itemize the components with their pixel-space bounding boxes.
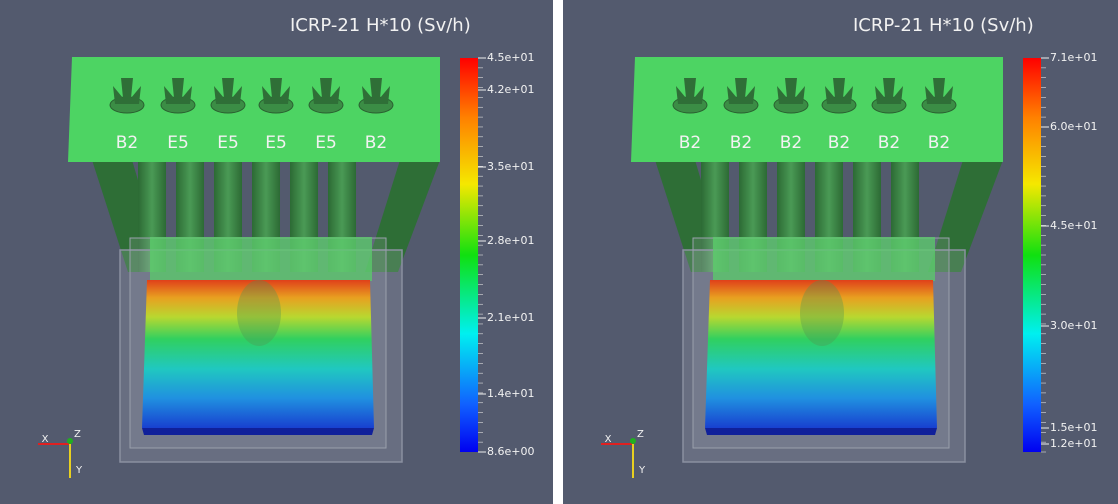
color-bar-label: 2.8e+01 <box>487 234 534 247</box>
slot-label: E5 <box>217 133 239 153</box>
color-bar-label: 1.2e+01 <box>1050 437 1097 450</box>
slot-label: B2 <box>116 133 138 153</box>
scalar-title: ICRP-21 H*10 (Sv/h) <box>290 15 471 36</box>
slot-label: E5 <box>167 133 189 153</box>
slot-label: E5 <box>315 133 337 153</box>
axis-y-label: Y <box>638 465 646 476</box>
color-bar-label: 2.1e+01 <box>487 311 534 324</box>
slab-bottom <box>142 428 374 435</box>
color-bar-label: 8.6e+00 <box>487 445 534 458</box>
axis-x-label: X <box>42 434 49 445</box>
slot-label: B2 <box>780 133 802 153</box>
axis-y-label: Y <box>75 465 83 476</box>
axis-z-label: Z <box>637 429 644 440</box>
color-bar <box>460 58 478 452</box>
scalar-title: ICRP-21 H*10 (Sv/h) <box>853 15 1034 36</box>
color-bar-label: 7.1e+01 <box>1050 51 1097 64</box>
slot-label: B2 <box>679 133 701 153</box>
color-bar-label: 4.5e+01 <box>487 51 534 64</box>
slot-label: B2 <box>928 133 950 153</box>
color-bar-label: 3.0e+01 <box>1050 319 1097 332</box>
color-bar-label: 6.0e+01 <box>1050 120 1097 133</box>
screenshot: B2 E5 E5 E5 E5 B2 ICRP-21 H*10 (Sv/h) 4.5e+01 4.… <box>0 0 1118 504</box>
slot-label: E5 <box>265 133 287 153</box>
color-bar-label: 4.5e+01 <box>1050 219 1097 232</box>
render-view: B2 B2 B2 B2 B2 B2 ICRP-21 H*10 (Sv/h) 7.1e+01 6.… <box>563 0 1118 504</box>
color-bar <box>1023 58 1041 452</box>
color-bar-label: 1.4e+01 <box>487 387 534 400</box>
slot-label: B2 <box>365 133 387 153</box>
axis-x-label: X <box>605 434 612 445</box>
render-view: B2 E5 E5 E5 E5 B2 ICRP-21 H*10 (Sv/h) 4.5e+01 4.… <box>0 0 553 504</box>
axis-z <box>67 438 73 444</box>
color-bar-label: 3.5e+01 <box>487 160 534 173</box>
green-band <box>713 237 935 281</box>
slab-bottom <box>705 428 937 435</box>
slot-label: B2 <box>878 133 900 153</box>
color-bar-label: 1.5e+01 <box>1050 421 1097 434</box>
axis-z <box>630 438 636 444</box>
ghost-cylinder <box>237 280 281 346</box>
slot-label: B2 <box>828 133 850 153</box>
color-bar-label: 4.2e+01 <box>487 83 534 96</box>
green-band <box>150 237 372 281</box>
ghost-cylinder <box>800 280 844 346</box>
slot-label: B2 <box>730 133 752 153</box>
axis-z-label: Z <box>74 429 81 440</box>
